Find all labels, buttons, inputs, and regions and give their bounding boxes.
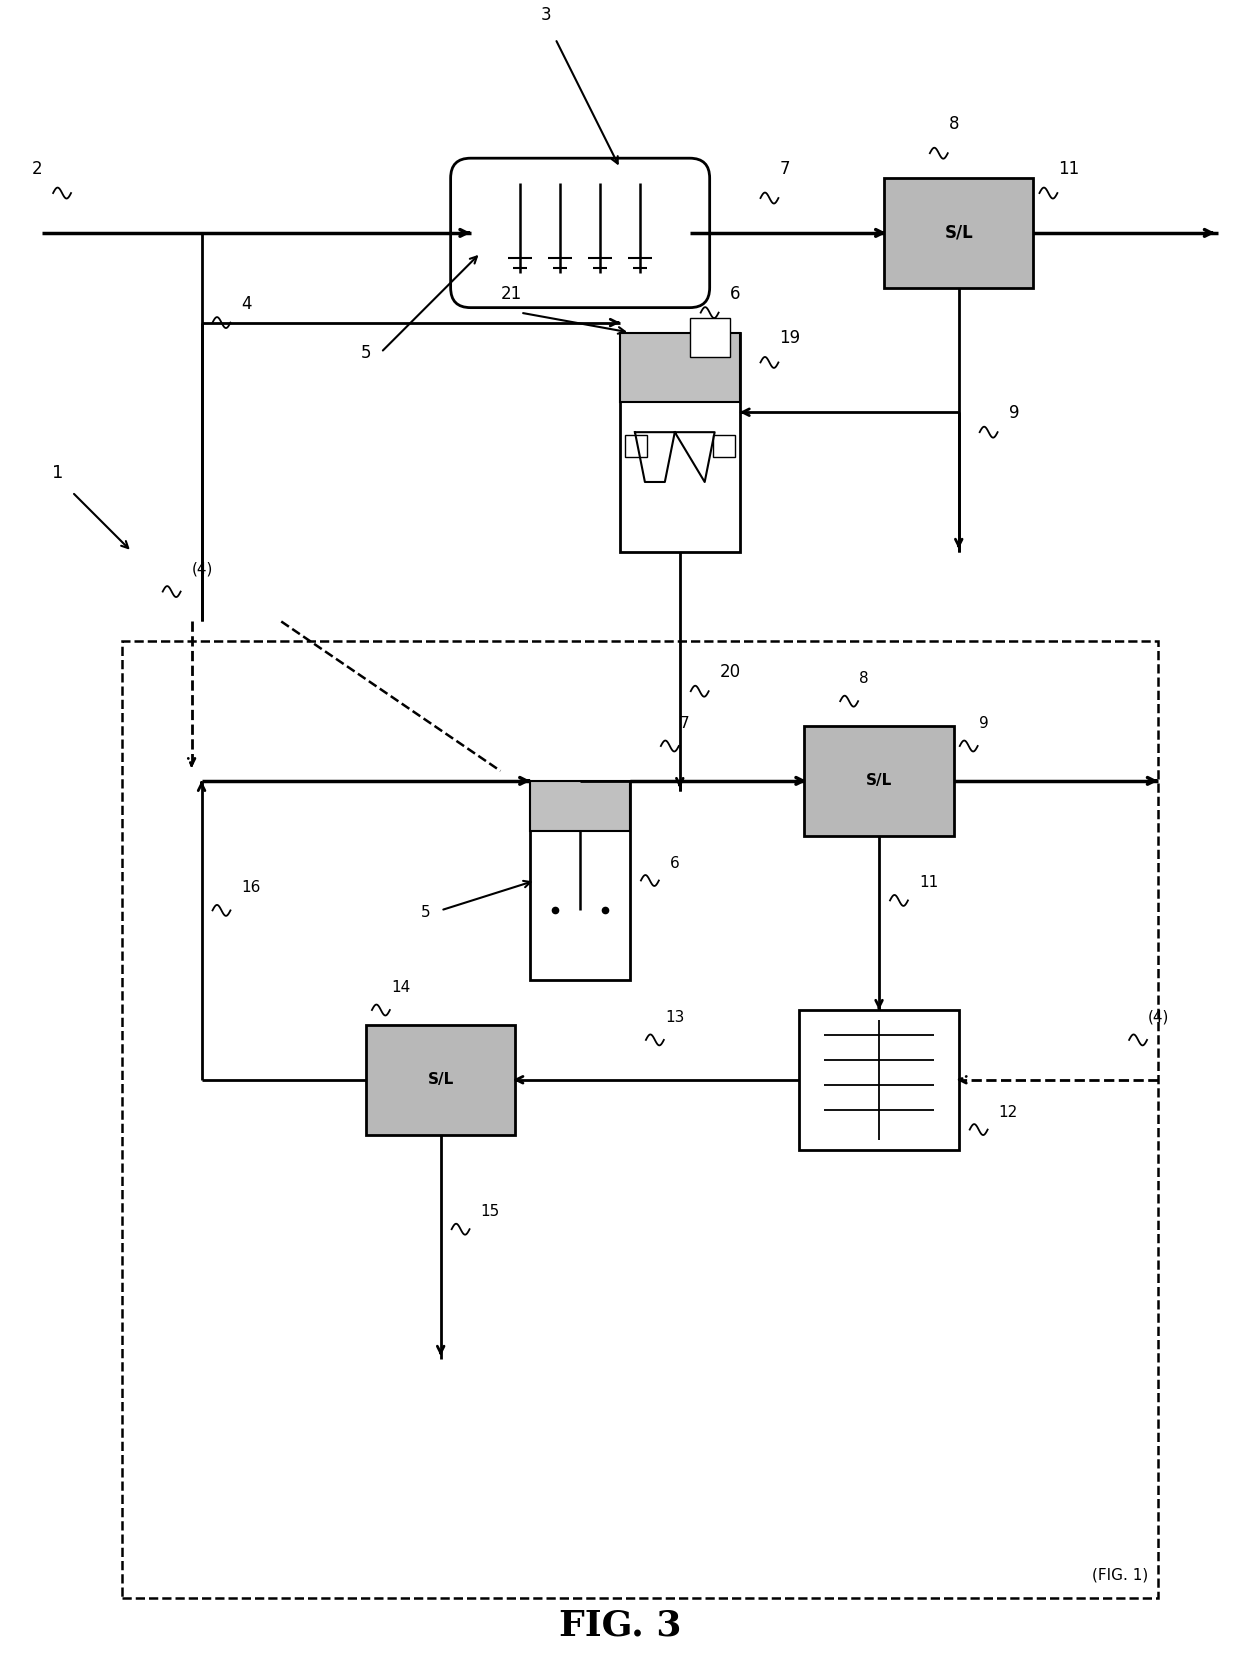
FancyBboxPatch shape <box>531 781 630 980</box>
Text: 6: 6 <box>670 856 680 871</box>
Text: 8: 8 <box>949 114 960 133</box>
Text: (FIG. 1): (FIG. 1) <box>1091 1568 1148 1583</box>
Text: (4): (4) <box>1148 1010 1169 1025</box>
Text: 15: 15 <box>481 1204 500 1219</box>
Text: (4): (4) <box>192 562 213 577</box>
Text: 12: 12 <box>998 1105 1018 1120</box>
Text: 5: 5 <box>420 906 430 921</box>
Text: S/L: S/L <box>428 1072 454 1087</box>
Text: 3: 3 <box>541 5 551 23</box>
Text: 21: 21 <box>501 285 522 302</box>
Text: 14: 14 <box>391 980 410 995</box>
Text: 4: 4 <box>242 295 252 312</box>
Text: 1: 1 <box>52 465 63 483</box>
FancyBboxPatch shape <box>531 781 630 831</box>
Text: 5: 5 <box>361 345 372 362</box>
FancyBboxPatch shape <box>713 435 734 458</box>
Text: 11: 11 <box>919 876 939 891</box>
Text: 19: 19 <box>780 330 801 347</box>
Text: 7: 7 <box>680 717 689 732</box>
Text: 16: 16 <box>242 881 260 896</box>
FancyBboxPatch shape <box>366 1025 516 1135</box>
FancyBboxPatch shape <box>122 642 1158 1598</box>
Text: 8: 8 <box>859 672 869 687</box>
Text: FIG. 3: FIG. 3 <box>559 1609 681 1642</box>
FancyBboxPatch shape <box>625 435 647 458</box>
FancyBboxPatch shape <box>620 332 739 552</box>
FancyBboxPatch shape <box>689 317 729 357</box>
Text: S/L: S/L <box>866 773 892 788</box>
Text: 9: 9 <box>978 717 988 732</box>
FancyBboxPatch shape <box>800 1010 959 1150</box>
Text: 9: 9 <box>1008 405 1019 421</box>
Text: 7: 7 <box>780 161 790 178</box>
Text: 13: 13 <box>665 1010 684 1025</box>
FancyBboxPatch shape <box>620 332 739 401</box>
Text: 20: 20 <box>719 664 740 682</box>
FancyBboxPatch shape <box>884 178 1033 287</box>
Text: S/L: S/L <box>945 224 973 242</box>
FancyBboxPatch shape <box>450 158 709 307</box>
Text: 6: 6 <box>729 285 740 302</box>
FancyBboxPatch shape <box>805 727 954 836</box>
Text: 11: 11 <box>1059 161 1080 178</box>
Text: 2: 2 <box>32 161 43 178</box>
